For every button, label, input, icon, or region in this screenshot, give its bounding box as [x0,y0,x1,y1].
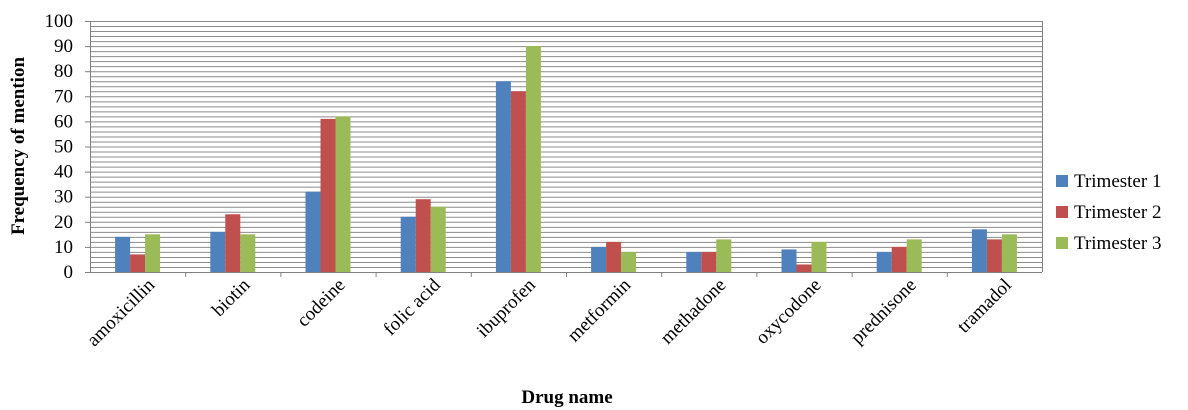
legend: Trimester 1 Trimester 2 Trimester 3 [1056,171,1161,254]
x-tick-label: folic acid [380,274,446,340]
bar [606,241,622,272]
y-tick-label: 100 [45,11,74,32]
x-tick-label: codeine [293,275,350,332]
legend-swatch [1056,237,1068,249]
y-tick-label: 70 [54,86,73,107]
bar [415,199,431,272]
bar [130,254,146,272]
y-tick-labels: 0 10 20 30 40 50 60 70 80 90 100 [45,11,90,283]
bar [621,251,637,272]
bar [510,91,526,272]
bar [891,246,907,272]
bar [591,246,607,272]
x-tick-labels: amoxicillin biotin codeine folic acid ibupro… [83,272,1016,351]
bar [430,206,446,272]
x-tick-label: ibuprofen [473,274,540,341]
x-axis-title: Drug name [521,387,612,408]
x-tick-label: methadone [657,275,731,349]
x-tick-label: tramadol [953,275,1016,338]
x-tick-label: prednisone [847,275,921,349]
bar [796,264,812,272]
bar [240,234,256,272]
bar [986,239,1002,272]
bar [716,239,732,272]
y-tick-label: 30 [54,187,73,208]
bar [115,236,131,272]
y-tick-label: 50 [54,137,73,158]
bar [495,81,511,273]
bar [906,239,922,272]
bar [320,118,336,272]
bar [400,216,416,272]
legend-swatch [1056,206,1068,218]
bar [525,46,541,272]
x-tick-label: biotin [208,274,255,321]
x-tick-label: metformin [564,274,636,346]
bar [876,251,892,272]
y-tick-label: 90 [54,36,73,57]
legend-label: Trimester 2 [1074,202,1161,223]
legend-swatch [1056,175,1068,187]
y-tick-label: 40 [54,162,73,183]
y-tick-label: 20 [54,212,73,233]
bar [1001,234,1017,272]
bar [686,251,702,272]
y-tick-label: 0 [64,262,74,283]
bar [145,234,161,272]
bar [971,229,987,272]
y-tick-label: 10 [54,237,73,258]
bar [335,116,351,272]
bar [305,191,321,272]
bar [781,249,797,272]
legend-label: Trimester 3 [1074,233,1161,254]
x-tick-label: oxycodone [752,275,826,349]
bar [210,231,226,272]
legend-label: Trimester 1 [1074,171,1161,192]
bars [115,46,1017,273]
y-tick-label: 80 [54,61,73,82]
bar [225,214,241,272]
y-tick-label: 60 [54,111,73,132]
x-tick-label: amoxicillin [83,274,159,350]
y-axis-title: Frequency of mention [8,57,29,235]
bar [811,241,827,272]
bar [701,251,717,272]
